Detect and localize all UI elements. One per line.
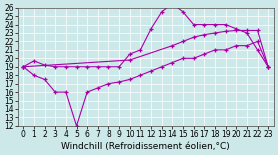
X-axis label: Windchill (Refroidissement éolien,°C): Windchill (Refroidissement éolien,°C): [61, 142, 230, 151]
